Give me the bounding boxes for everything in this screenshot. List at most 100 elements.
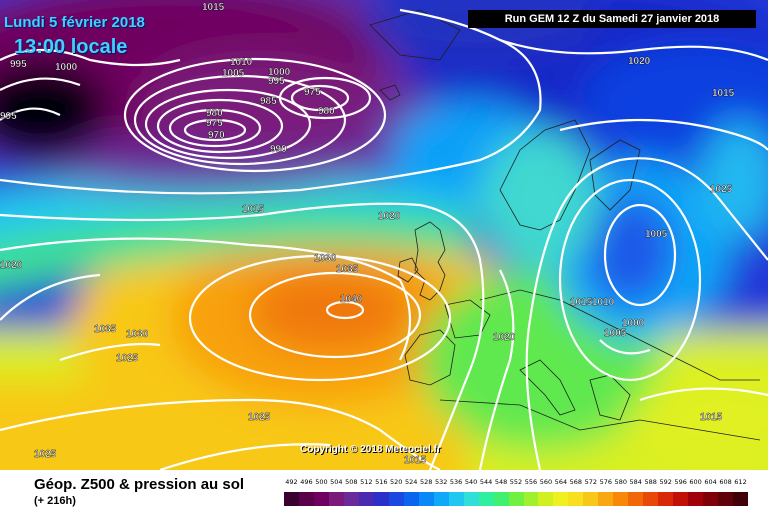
scale-swatch xyxy=(733,492,749,506)
scale-swatch xyxy=(523,492,539,506)
scale-swatch xyxy=(583,492,599,506)
scale-label: 516 xyxy=(375,478,388,486)
isobar-label: 1015 xyxy=(242,204,265,215)
scale-swatch xyxy=(284,492,299,506)
isobar-label: 985 xyxy=(260,96,277,107)
forecast-time: 13:00 locale xyxy=(14,36,128,58)
scale-swatch xyxy=(508,492,524,506)
scale-label: 496 xyxy=(300,478,313,486)
isobar-label: 1005 xyxy=(222,68,245,79)
isobar-label: 1035 xyxy=(336,264,359,275)
scale-label: 568 xyxy=(569,478,583,486)
scale-swatch xyxy=(703,492,719,506)
scale-label: 556 xyxy=(524,478,538,486)
scale-swatch xyxy=(448,492,464,506)
scale-label: 544 xyxy=(479,478,493,486)
scale-swatch xyxy=(388,492,404,506)
scale-swatch xyxy=(688,492,704,506)
scale-swatch xyxy=(328,492,344,506)
isobar-label: 1025 xyxy=(248,412,271,423)
isobar-label: 1010 xyxy=(230,57,253,68)
scale-swatch xyxy=(718,492,734,506)
scale-label: 604 xyxy=(704,478,717,486)
scale-swatch xyxy=(493,492,509,506)
scale-swatch xyxy=(343,492,359,506)
isobar-label: 995 xyxy=(10,59,27,70)
scale-swatch xyxy=(313,492,329,506)
scale-swatch xyxy=(403,492,419,506)
scale-label: 536 xyxy=(449,478,463,486)
legend-title: Géop. Z500 & pression au sol xyxy=(34,476,245,493)
isobar-label: 1015 xyxy=(404,455,427,466)
isobar-label: 990 xyxy=(270,144,287,155)
scale-swatch xyxy=(643,492,659,506)
scale-label: 612 xyxy=(734,478,747,486)
scale-swatch xyxy=(358,492,374,506)
scale-swatch xyxy=(298,492,314,506)
isobar-label: 1000 xyxy=(268,67,291,78)
coastlines xyxy=(369,9,761,441)
scale-label: 596 xyxy=(674,478,687,486)
isobar-label: 980 xyxy=(318,106,335,117)
scale-label: 520 xyxy=(390,478,403,486)
run-label: Run GEM 12 Z du Samedi 27 janvier 2018 xyxy=(468,10,756,28)
scale-label: 508 xyxy=(345,478,358,486)
isobar-label: 1030 xyxy=(314,253,337,264)
isobar-label: 1025 xyxy=(116,353,139,364)
weather-map: 1015 995 1000 1010 1005 1000 995 985 975… xyxy=(0,0,768,470)
forecast-date: Lundi 5 février 2018 xyxy=(4,14,145,31)
scale-label: 576 xyxy=(599,478,613,486)
scale-label: 564 xyxy=(554,478,568,486)
scale-swatch xyxy=(628,492,644,506)
scale-swatch xyxy=(418,492,434,506)
isobar-label: 1015 xyxy=(202,2,225,13)
scale-label: 560 xyxy=(539,478,553,486)
scale-swatch xyxy=(433,492,449,506)
scale-label: 532 xyxy=(434,478,448,486)
isobar-label: 995 xyxy=(268,76,285,87)
scale-swatch xyxy=(478,492,494,506)
isobar-label: 975 xyxy=(304,87,321,98)
isobar-label: 1020 xyxy=(493,332,516,343)
isobar-label: 1000 xyxy=(622,318,645,329)
scale-label: 548 xyxy=(494,478,508,486)
scale-swatch xyxy=(613,492,629,506)
isobar-label: 1030 xyxy=(126,329,149,340)
isobar-label: 1020 xyxy=(628,56,651,67)
isobar-labels: 1015 995 1000 1010 1005 1000 995 985 975… xyxy=(0,2,735,466)
scale-label: 492 xyxy=(285,478,298,486)
isobar-label: 1010 xyxy=(592,297,615,308)
isobar-label: 1020 xyxy=(0,260,23,271)
isobar-label: 970 xyxy=(208,130,225,141)
color-scale-labels: 492 496 500 504 508 512 516 520 524 528 532 536 540 5… xyxy=(284,478,748,490)
isobar-label: 1015 xyxy=(570,297,593,308)
legend-footer: Géop. Z500 & pression au sol (+ 216h) 49… xyxy=(0,470,768,512)
copyright-notice: Copyright © 2018 Meteociel.fr xyxy=(300,444,441,455)
legend-subtitle: (+ 216h) xyxy=(34,495,76,507)
scale-swatch xyxy=(598,492,614,506)
isobar-label: 1005 xyxy=(604,328,627,339)
scale-label: 588 xyxy=(644,478,657,486)
isobar-label: 1025 xyxy=(710,184,733,195)
scale-label: 504 xyxy=(330,478,343,486)
scale-label: 540 xyxy=(464,478,478,486)
scale-label: 528 xyxy=(419,478,433,486)
scale-label: 572 xyxy=(584,478,598,486)
scale-swatch xyxy=(568,492,584,506)
color-scale-bar xyxy=(284,492,749,506)
scale-swatch xyxy=(553,492,569,506)
scale-label: 584 xyxy=(629,478,642,486)
isobar-label: 1025 xyxy=(34,449,57,460)
scale-label: 552 xyxy=(509,478,523,486)
scale-label: 600 xyxy=(689,478,702,486)
scale-label: 512 xyxy=(360,478,373,486)
scale-swatch xyxy=(373,492,389,506)
isobar-label: 1000 xyxy=(55,62,78,73)
isobar-label: 1015 xyxy=(712,88,735,99)
isobar-label: 995 xyxy=(0,111,17,122)
isobar-label: 1035 xyxy=(94,324,117,335)
color-scale: 492 496 500 504 508 512 516 520 524 528 532 536 540 5… xyxy=(284,478,749,508)
isobar-label: 1015 xyxy=(700,412,723,423)
isobars xyxy=(0,8,768,470)
scale-label: 524 xyxy=(405,478,418,486)
